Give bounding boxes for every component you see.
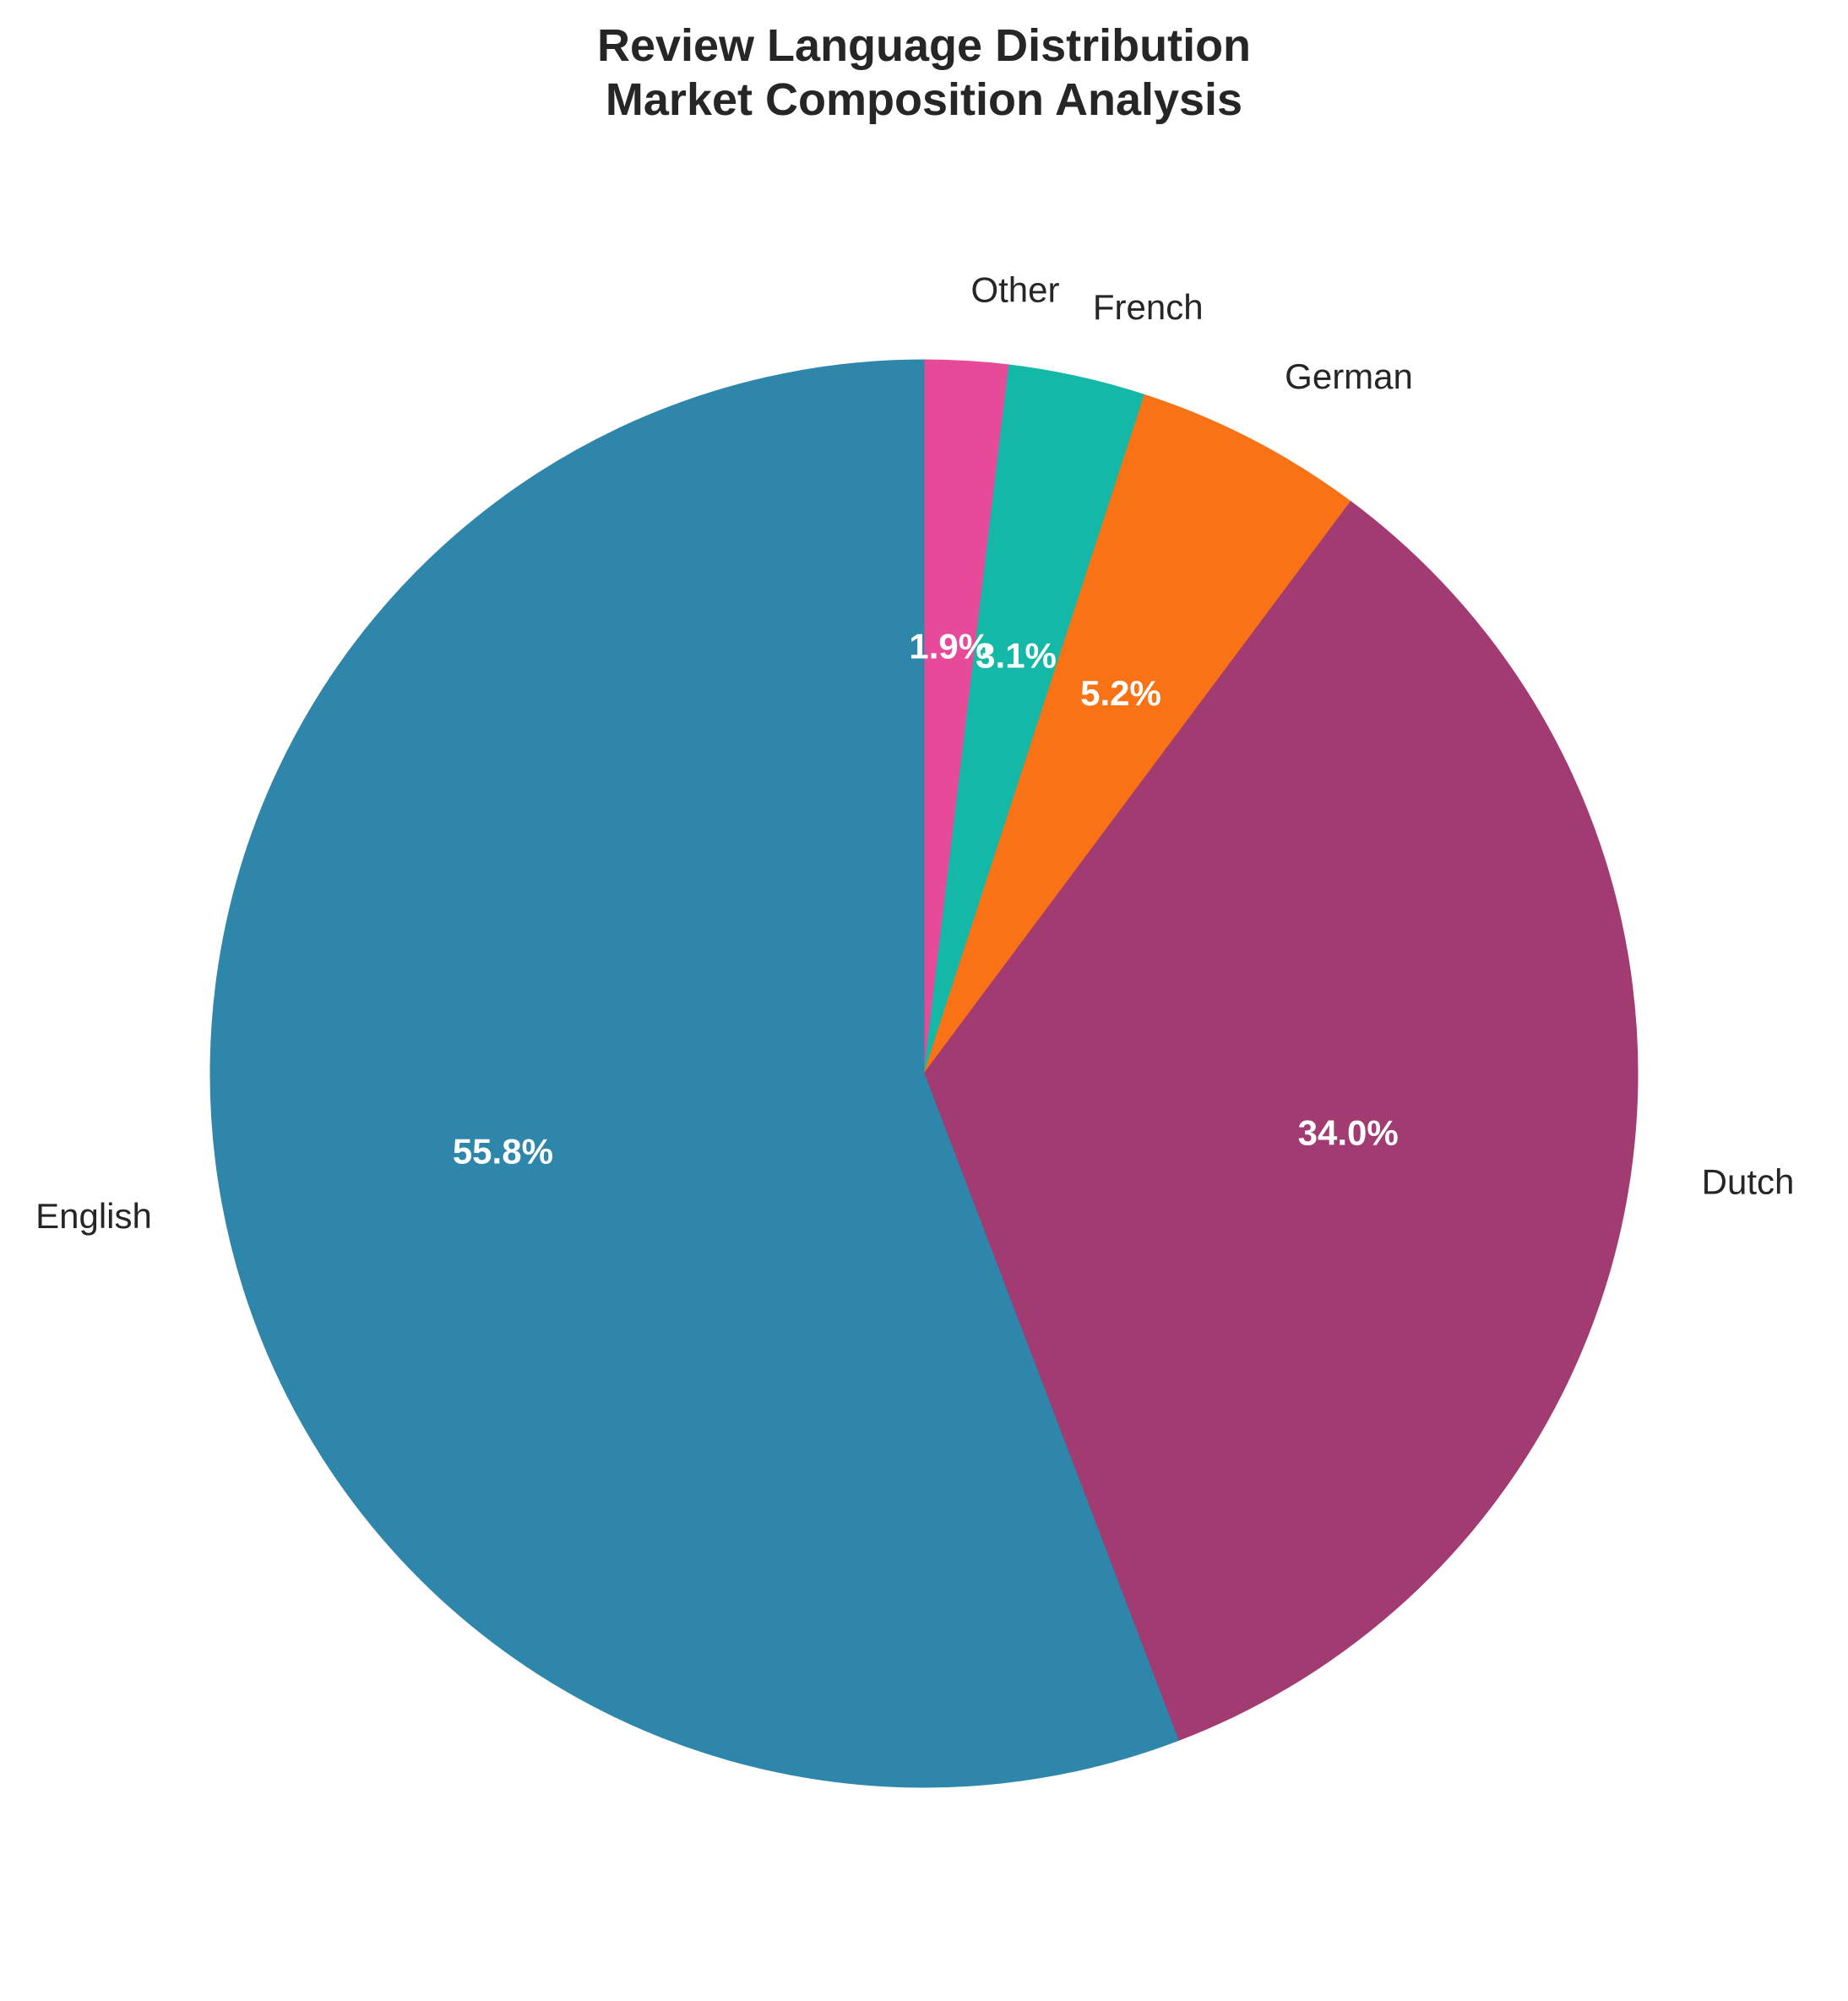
pie-category-label-french: French [1093, 287, 1204, 327]
pie-value-label-other: 1.9% [909, 626, 990, 666]
pie-slice-english [209, 359, 1179, 1788]
pie-category-label-german: German [1285, 356, 1413, 396]
pie-value-label-english: 55.8% [453, 1131, 553, 1171]
pie-slice-dutch [923, 500, 1639, 1742]
pie-category-label-other: Other [970, 270, 1059, 310]
pie-category-label-english: English [35, 1196, 152, 1236]
pie-category-label-dutch: Dutch [1702, 1162, 1795, 1202]
pie-labels: 1.9% Other 3.1% French 5.2% German 34.0% Dutch 5… [35, 270, 1794, 1236]
chart-title-line-2: Market Composition Analysis [606, 74, 1242, 125]
pie-value-label-french: 3.1% [976, 635, 1057, 675]
pie-slices [209, 359, 1639, 1788]
pie-slice-german [923, 394, 1351, 1074]
chart-title-line-1: Review Language Distribution [597, 20, 1251, 71]
pie-value-label-dutch: 34.0% [1298, 1112, 1399, 1152]
pie-value-label-german: 5.2% [1080, 673, 1161, 713]
